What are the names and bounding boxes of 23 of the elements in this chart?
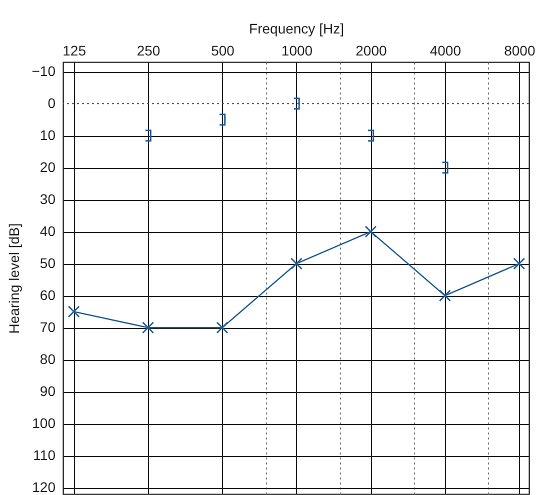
x-tick-label: 250 — [136, 42, 160, 58]
x-tick-label: 8000 — [504, 42, 536, 58]
y-tick-label: 40 — [40, 223, 56, 240]
y-tick-label: 20 — [40, 159, 56, 176]
y-tick-label: 90 — [40, 383, 56, 400]
x-tick-label: 4000 — [430, 42, 462, 58]
y-tick-label: 120 — [32, 479, 56, 495]
x-tick-label: 2000 — [356, 42, 387, 58]
y-tick-label: 10 — [40, 127, 56, 144]
y-tick-label: 100 — [32, 415, 56, 432]
y-tick-label: 50 — [40, 255, 56, 272]
x-tick-label: 125 — [62, 42, 86, 58]
y-axis-title: Hearing level [dB] — [6, 223, 22, 334]
y-tick-label: 70 — [40, 319, 56, 336]
y-tick-label: 80 — [40, 351, 56, 368]
y-tick-label: 110 — [33, 447, 56, 464]
y-tick-label: 0 — [48, 95, 56, 112]
x-axis-title: Frequency [Hz] — [249, 20, 344, 36]
x-tick-label: 500 — [211, 42, 235, 58]
y-tick-label: −10 — [32, 63, 56, 80]
x-tick-label: 1000 — [281, 42, 313, 58]
y-tick-label: 30 — [40, 191, 56, 208]
y-tick-label: 60 — [40, 287, 56, 304]
